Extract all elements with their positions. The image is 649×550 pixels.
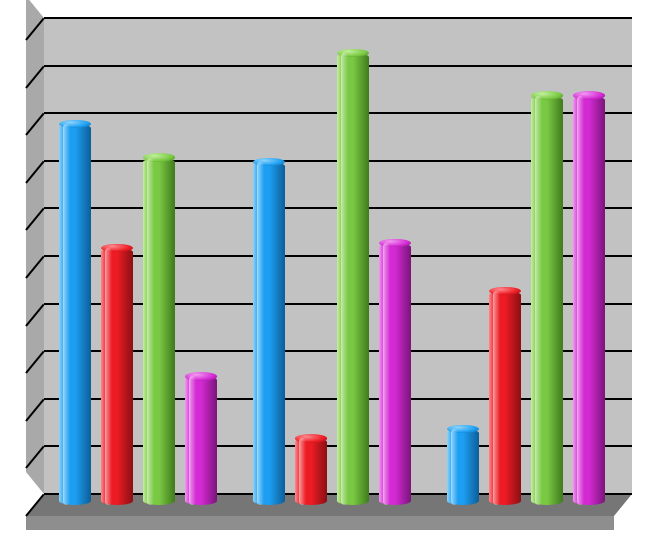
bar-highlight [341, 53, 348, 505]
bar-s4-g2 [573, 96, 605, 505]
bar-s2-g2 [489, 291, 521, 505]
bar-s1-g2 [447, 429, 479, 505]
bar-highlight [535, 96, 542, 505]
bar-s4-g1 [379, 243, 411, 505]
bar-highlight [383, 243, 390, 505]
bar-s2-g1 [295, 438, 327, 505]
bar-highlight [451, 429, 458, 505]
bar-highlight [63, 124, 70, 505]
bar-highlight [577, 96, 584, 505]
bar-highlight [189, 376, 196, 505]
chart-stage [0, 0, 649, 550]
bar-s1-g1 [253, 162, 285, 505]
bar-s4-g0 [185, 376, 217, 505]
gridline-back [44, 17, 632, 19]
bar-highlight [493, 291, 500, 505]
bar-s3-g2 [531, 96, 563, 505]
bar-s2-g0 [101, 248, 133, 505]
bar-highlight [105, 248, 112, 505]
bar-s3-g0 [143, 158, 175, 505]
bar-highlight [299, 438, 306, 505]
floor-front [26, 516, 614, 530]
bar-highlight [147, 158, 154, 505]
bar-s3-g1 [337, 53, 369, 505]
bar-highlight [257, 162, 264, 505]
bar-s1-g0 [59, 124, 91, 505]
